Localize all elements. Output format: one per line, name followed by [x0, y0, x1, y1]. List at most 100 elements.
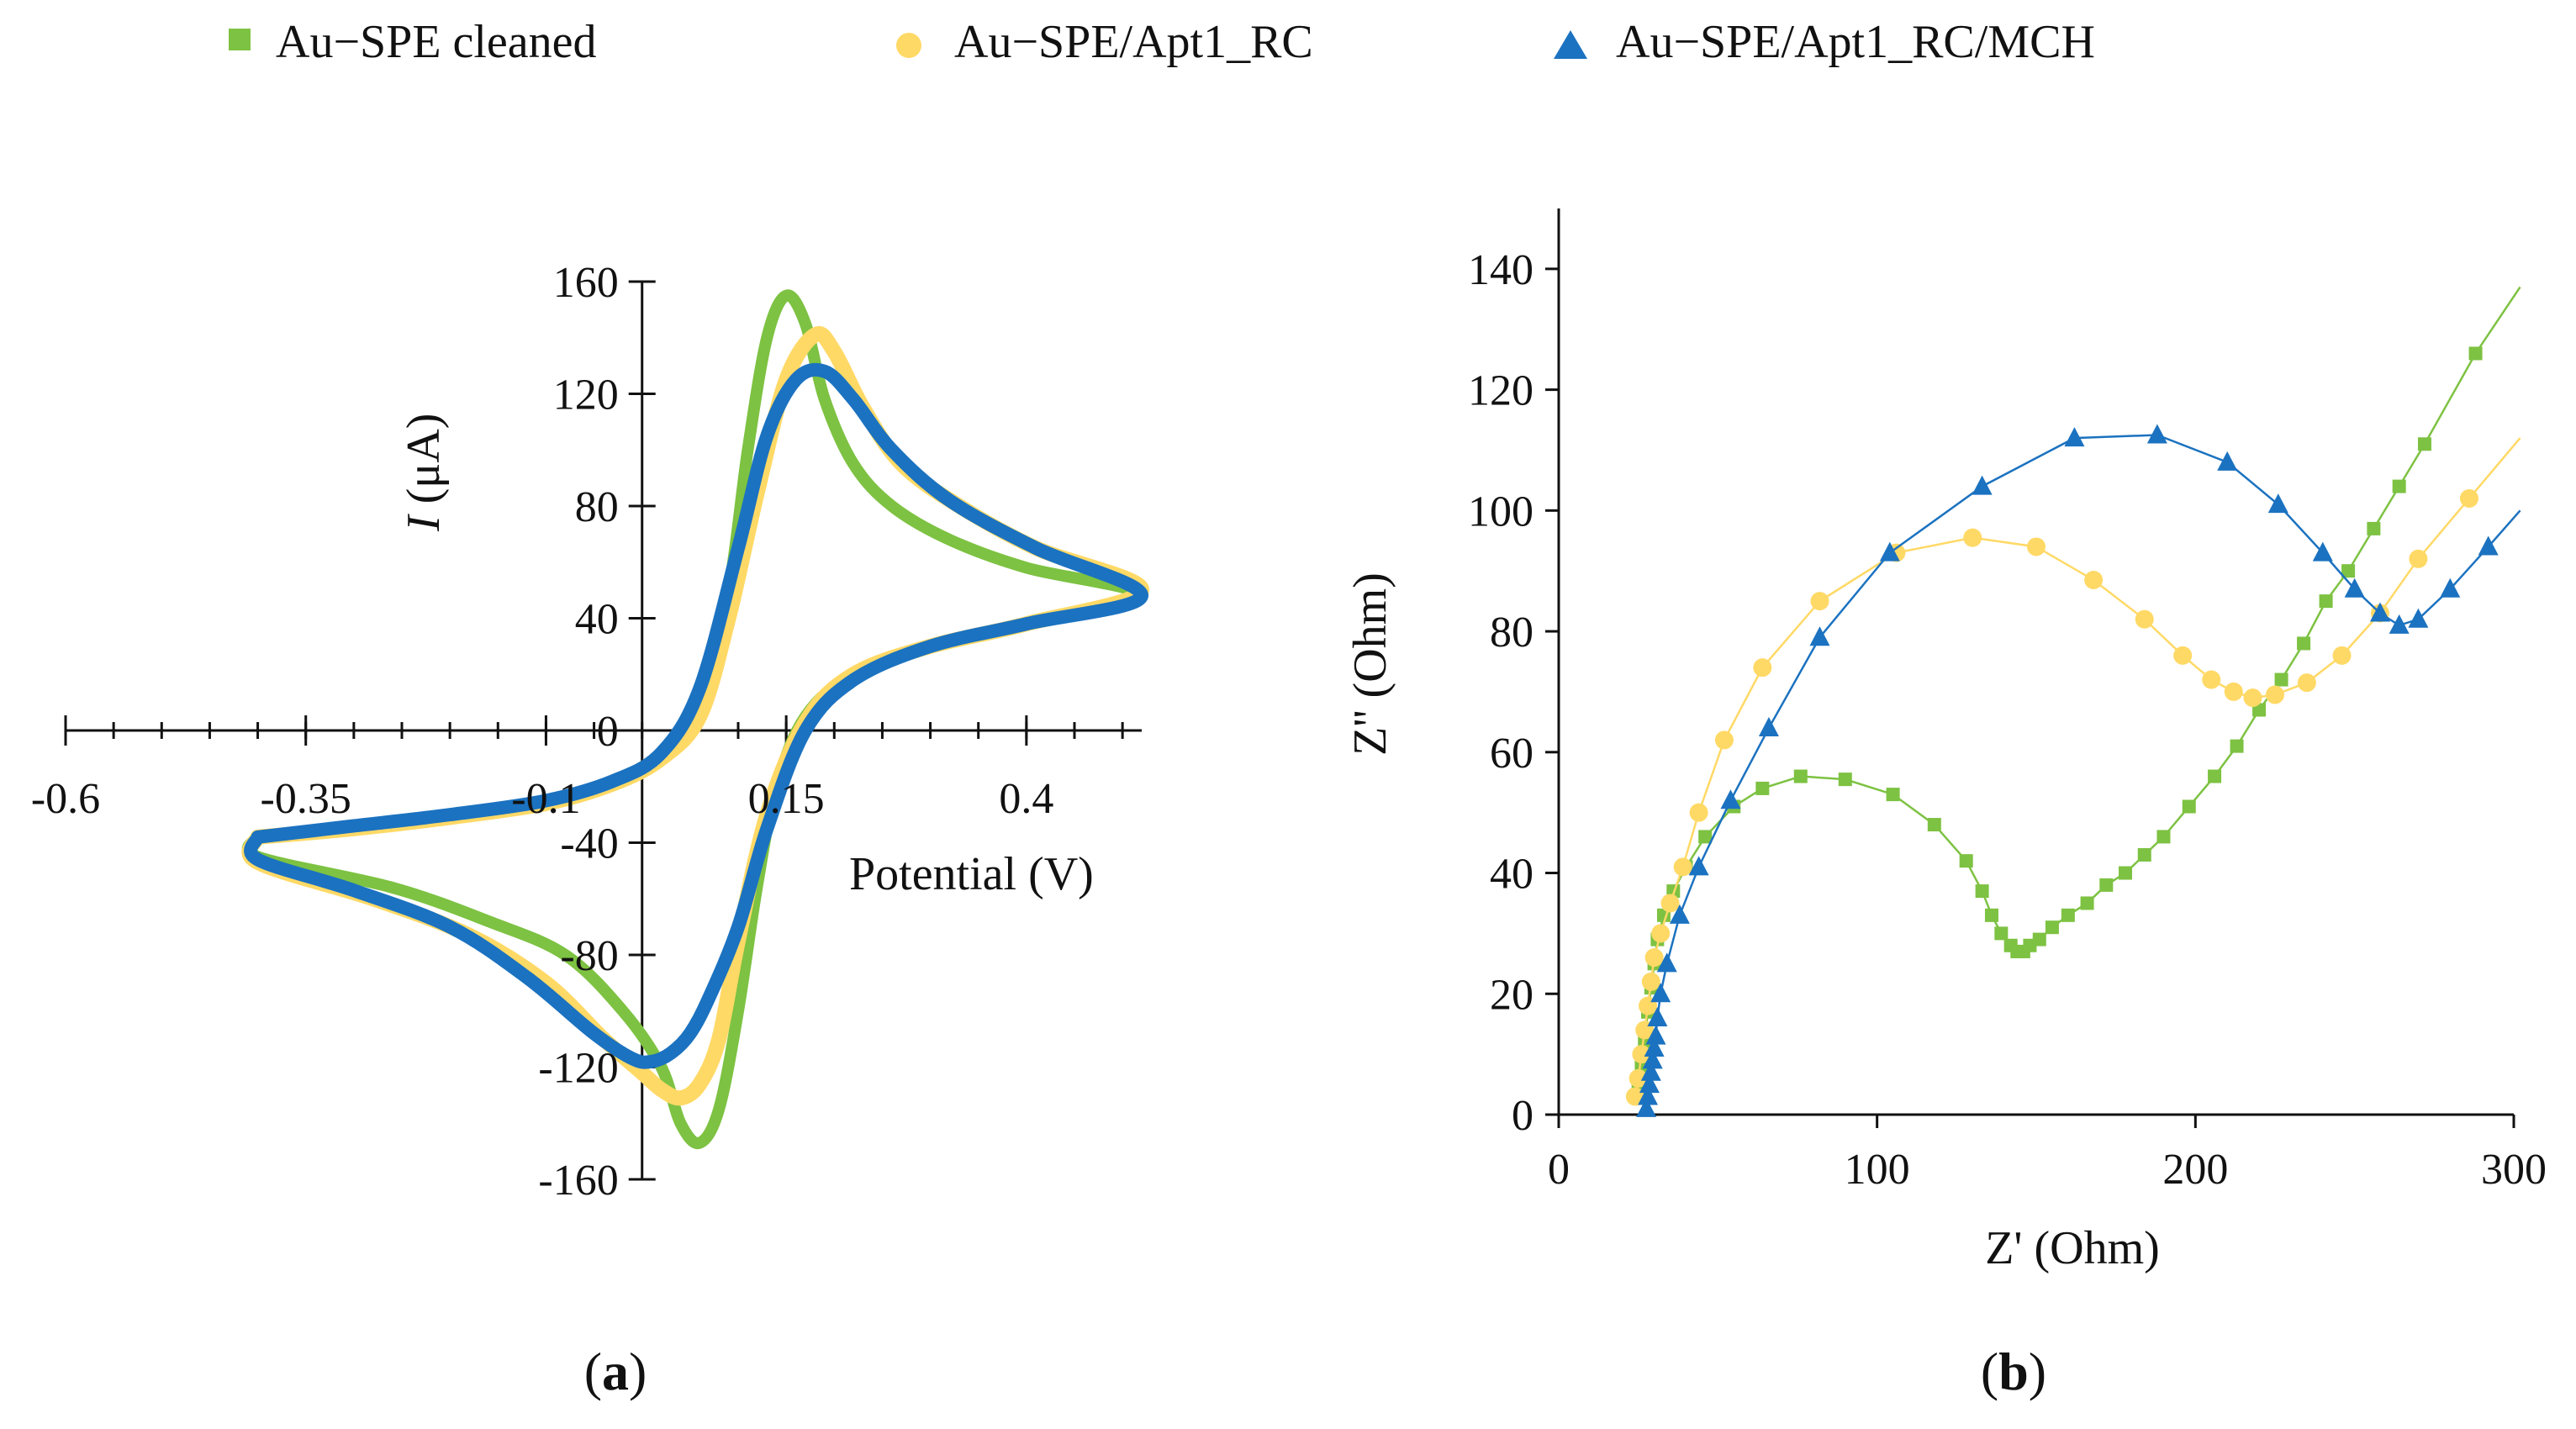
eis-point-mch — [1972, 475, 1993, 495]
legend-triangle-marker — [1554, 30, 1587, 59]
eis-chart-panel: 0 100 200 300 0 20 40 60 80 100 120 140 Z' (Ohm) Z'… — [1344, 208, 2547, 1274]
eis-x-tick-label: 0 — [1548, 1146, 1570, 1194]
eis-point-cleaned — [1698, 830, 1713, 844]
cv-axes — [64, 280, 1142, 1181]
eis-point-cleaned — [2367, 521, 2381, 535]
eis-point-apt — [1753, 658, 1772, 678]
eis-point-apt — [1673, 857, 1692, 877]
legend-label-mch: Au−SPE/Apt1_RC/MCH — [1616, 16, 2095, 68]
eis-point-cleaned — [2319, 594, 2333, 609]
cv-y-tick-label: -160 — [538, 1157, 618, 1205]
eis-point-apt — [1644, 948, 1664, 968]
eis-point-mch — [1644, 1036, 1665, 1057]
eis-point-mch — [1647, 1007, 1668, 1027]
eis-point-mch — [1640, 1061, 1661, 1081]
eis-point-mch — [2369, 602, 2390, 622]
eis-point-mch — [1669, 904, 1690, 924]
eis-line-mch — [1644, 434, 2521, 1109]
cv-y-tick-label: 0 — [597, 708, 619, 756]
cv-chart-panel: -0.6 -0.35 -0.1 0.15 0.4 -160 -120 -80 -40 0 40 80 1… — [31, 259, 1149, 1205]
eis-point-cleaned — [2341, 564, 2356, 578]
eis-point-cleaned — [1994, 926, 2009, 941]
eis-y-tick-label: 0 — [1512, 1092, 1533, 1140]
cv-tick-labels: -0.6 -0.35 -0.1 0.15 0.4 -160 -120 -80 -40 0 40 80 1… — [31, 259, 1054, 1205]
eis-point-mch — [1879, 541, 1900, 562]
eis-tick-labels: 0 100 200 300 0 20 40 60 80 100 120 140 — [1468, 246, 2547, 1194]
eis-y-tick-label: 100 — [1468, 488, 1533, 535]
eis-point-apt — [2224, 682, 2243, 701]
cv-y-tick-label: 120 — [553, 372, 619, 419]
eis-point-cleaned — [2208, 769, 2222, 783]
eis-point-cleaned — [2274, 672, 2288, 687]
eis-point-cleaned — [1755, 781, 1770, 795]
eis-point-apt — [2409, 549, 2428, 568]
eis-point-mch — [1638, 1085, 1659, 1105]
legend-square-marker — [229, 29, 251, 50]
eis-point-cleaned — [1975, 884, 1989, 899]
eis-point-apt — [1628, 1068, 1648, 1088]
cv-series-mch — [244, 362, 1148, 1069]
eis-point-mch — [2312, 541, 2333, 562]
eis-y-tick-label: 140 — [1468, 246, 1533, 294]
eis-point-cleaned — [2119, 866, 2133, 880]
eis-point-apt — [1641, 972, 1660, 991]
eis-point-cleaned — [2297, 636, 2311, 651]
eis-point-apt — [2332, 646, 2352, 665]
eis-point-cleaned — [1984, 908, 1998, 922]
eis-y-tick-label: 120 — [1468, 367, 1533, 415]
eis-point-cleaned — [2392, 479, 2406, 493]
cv-y-tick-label: -120 — [538, 1045, 618, 1093]
cv-y-axis-label: I (μA) — [398, 414, 450, 532]
eis-point-cleaned — [2230, 739, 2244, 753]
eis-line-cleaned — [1637, 286, 2521, 1091]
eis-point-mch — [1656, 952, 1677, 973]
eis-point-apt — [2266, 685, 2284, 704]
eis-point-apt — [2027, 537, 2045, 556]
eis-point-cleaned — [1927, 818, 1941, 832]
eis-point-apt — [1810, 592, 1829, 611]
eis-y-axis-label: Z'' (Ohm) — [1344, 572, 1396, 756]
eis-point-cleaned — [2468, 346, 2483, 361]
cv-series-apt — [241, 326, 1149, 1106]
cv-y-tick-label: 40 — [575, 596, 619, 644]
legend-circle-marker — [896, 33, 921, 58]
eis-x-tick-label: 300 — [2481, 1146, 2547, 1194]
eis-point-mch — [2408, 608, 2429, 628]
eis-point-cleaned — [1886, 788, 1900, 802]
legend-label-cleaned: Au−SPE cleaned — [276, 16, 597, 68]
eis-point-cleaned — [2182, 799, 2196, 814]
cv-x-axis-label: Potential (V) — [849, 848, 1094, 900]
eis-point-cleaned — [2045, 920, 2059, 935]
eis-point-mch — [2440, 577, 2461, 598]
eis-point-apt — [1660, 894, 1680, 913]
legend: Au−SPE cleaned Au−SPE/Apt1_RC Au−SPE/Apt… — [229, 16, 2095, 68]
eis-x-axis-label: Z' (Ohm) — [1985, 1222, 2160, 1274]
eis-point-apt — [2459, 488, 2478, 508]
eis-point-mch — [2344, 577, 2365, 598]
eis-x-tick-label: 200 — [2162, 1146, 2228, 1194]
eis-point-apt — [1714, 730, 1734, 750]
eis-point-cleaned — [2061, 908, 2075, 922]
eis-point-apt — [2297, 673, 2316, 693]
eis-y-tick-label: 40 — [1490, 851, 1533, 899]
eis-point-cleaned — [2156, 830, 2171, 844]
cv-x-tick-label: 0.15 — [748, 775, 825, 823]
cv-y-tick-label: 160 — [553, 259, 619, 307]
cv-series — [241, 289, 1149, 1149]
eis-point-apt — [2202, 670, 2221, 689]
eis-point-mch — [1650, 983, 1671, 1003]
eis-line-apt — [1634, 437, 2521, 1097]
eis-axes — [1545, 208, 2515, 1128]
eis-point-apt — [1689, 803, 1708, 822]
eis-point-apt — [1632, 1045, 1651, 1064]
eis-point-cleaned — [1959, 854, 1973, 868]
eis-point-apt — [2135, 609, 2154, 629]
eis-point-cleaned — [2417, 437, 2431, 451]
eis-point-mch — [2267, 493, 2288, 514]
panel-label-a: (a) — [584, 1342, 647, 1401]
cv-y-tick-label: -40 — [560, 820, 618, 868]
eis-point-mch — [1809, 626, 1830, 646]
cv-x-tick-label: 0.4 — [999, 775, 1053, 823]
eis-point-cleaned — [1793, 769, 1808, 783]
